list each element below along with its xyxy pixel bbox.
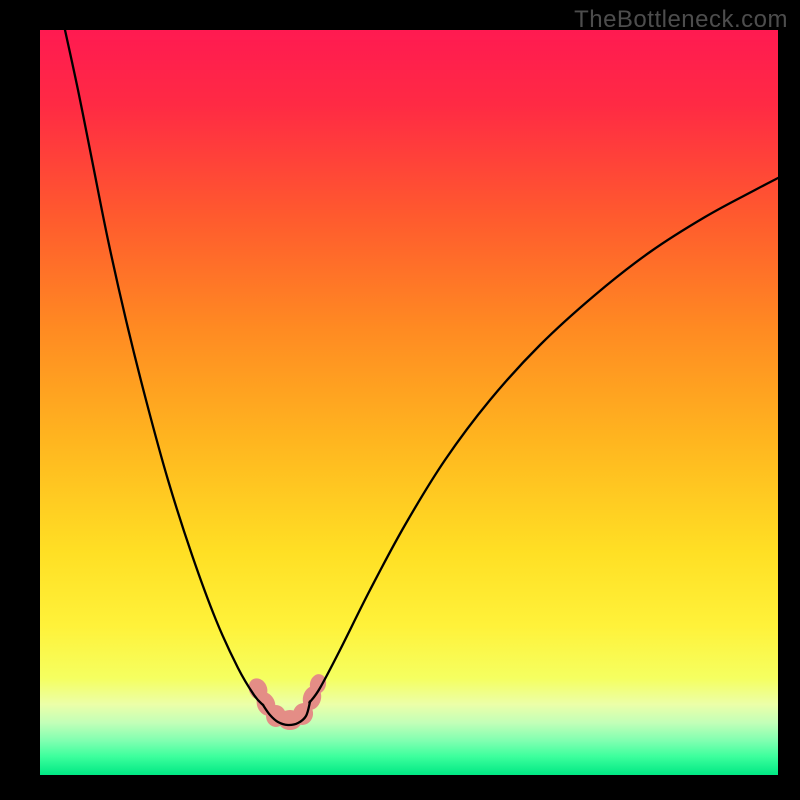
watermark-text: TheBottleneck.com [574,6,788,34]
gradient-background [40,30,778,775]
chart-svg [0,0,800,800]
chart-container: TheBottleneck.com [0,0,800,800]
